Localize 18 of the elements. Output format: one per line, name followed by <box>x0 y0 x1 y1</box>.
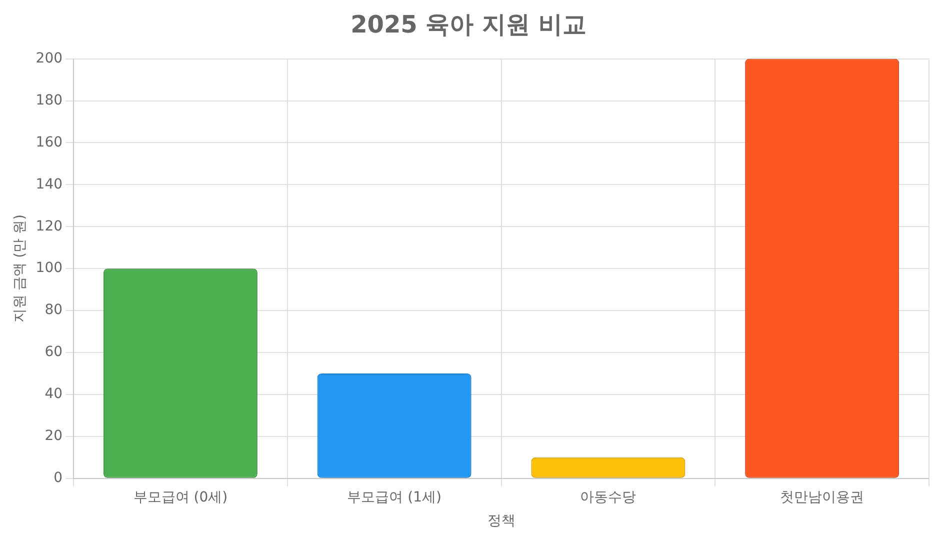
y-tick-label: 0 <box>54 470 63 486</box>
y-tick-label: 60 <box>44 344 63 360</box>
y-tick-label: 160 <box>36 134 63 150</box>
y-axis-title: 지원 금액 (만 원) <box>12 214 28 323</box>
x-tick-label: 부모급여 (0세) <box>133 489 228 506</box>
x-axis-title: 정책 <box>487 513 516 530</box>
y-tick-label: 200 <box>36 50 63 66</box>
y-tick-label: 40 <box>44 386 63 402</box>
y-tick-label: 180 <box>36 92 63 108</box>
x-tick-label: 부모급여 (1세) <box>347 489 442 506</box>
y-tick-label: 20 <box>44 428 63 444</box>
y-tick-label: 140 <box>36 176 63 192</box>
y-tick-label: 120 <box>36 218 63 234</box>
chart-title: 2025 육아 지원 비교 <box>350 10 586 39</box>
y-tick-label: 100 <box>36 260 63 276</box>
x-tick-label: 아동수당 <box>580 489 636 506</box>
y-tick-label: 80 <box>44 302 63 318</box>
x-tick-label: 첫만남이용권 <box>780 489 864 506</box>
